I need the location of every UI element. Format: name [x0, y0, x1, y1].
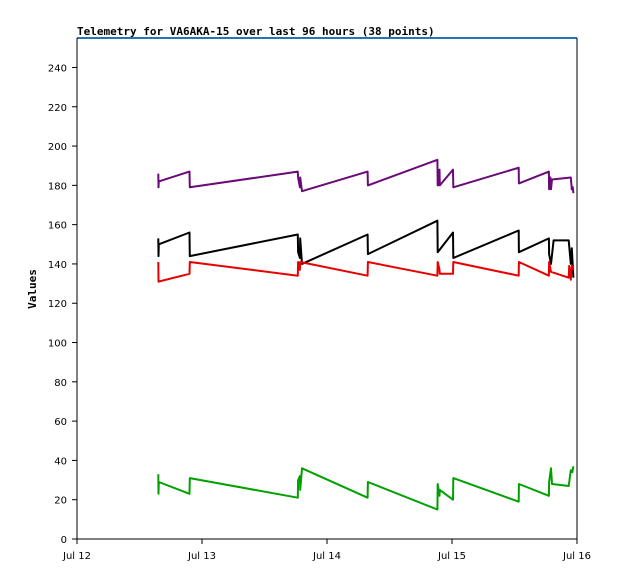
series-line-2	[157, 261, 575, 283]
x-tick-label: Jul 13	[187, 551, 216, 562]
x-tick-label: Jul 16	[562, 551, 591, 562]
y-tick-label: 220	[48, 103, 67, 114]
series-line-3	[157, 466, 575, 511]
y-tick-label: 160	[48, 221, 67, 232]
y-tick-label: 80	[54, 378, 67, 389]
series-group	[157, 158, 575, 511]
y-tick-label: 60	[54, 417, 67, 428]
x-ticks: Jul 12 Jul 13 Jul 14 Jul 15 Jul 16	[62, 539, 591, 562]
chart-title: Telemetry for VA6AKA-15 over last 96 hou…	[77, 25, 435, 38]
y-tick-label: 0	[61, 535, 67, 546]
y-axis-label: Values	[26, 269, 39, 309]
x-tick-label: Jul 14	[312, 551, 341, 562]
y-tick-label: 20	[54, 496, 67, 507]
y-tick-label: 180	[48, 181, 67, 192]
y-tick-label: 140	[48, 260, 67, 271]
series-line-1	[157, 219, 575, 278]
y-tick-label: 120	[48, 299, 67, 310]
y-tick-label: 200	[48, 142, 67, 153]
y-ticks: 0 20 40 60 80 100 120 140 160 180 200 220 240	[48, 63, 77, 546]
x-tick-label: Jul 15	[437, 551, 466, 562]
x-tick-label: Jul 12	[62, 551, 91, 562]
series-line-0	[157, 158, 575, 194]
y-tick-label: 40	[54, 456, 67, 467]
y-tick-label: 100	[48, 339, 67, 350]
y-tick-label: 240	[48, 63, 67, 74]
